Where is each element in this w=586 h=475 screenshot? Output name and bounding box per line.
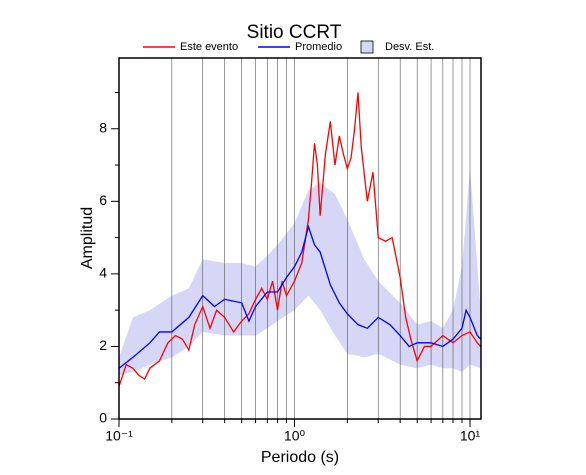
x-tick-label: 10⁰ [284,428,306,444]
y-axis-label: Amplitud [79,207,96,269]
legend-label: Este evento [180,41,238,53]
y-tick-label: 0 [99,410,107,426]
y-tick-label: 2 [99,337,107,353]
plot-frame [118,57,482,420]
std-band [119,168,481,376]
y-tick-label: 6 [99,192,107,208]
x-tick-label: 10¹ [460,428,481,444]
series-line [118,224,482,369]
x-axis-label: Periodo (s) [261,449,339,466]
legend-label: Desv. Est. [385,41,434,53]
y-tick-label: 8 [99,119,107,135]
y-tick-label: 4 [99,265,107,281]
legend-label: Promedio [295,41,342,53]
series-line [118,92,482,387]
legend-swatch [360,40,374,54]
x-tick-label: 10⁻¹ [105,428,133,444]
chart-title: Sitio CCRT [247,22,342,43]
